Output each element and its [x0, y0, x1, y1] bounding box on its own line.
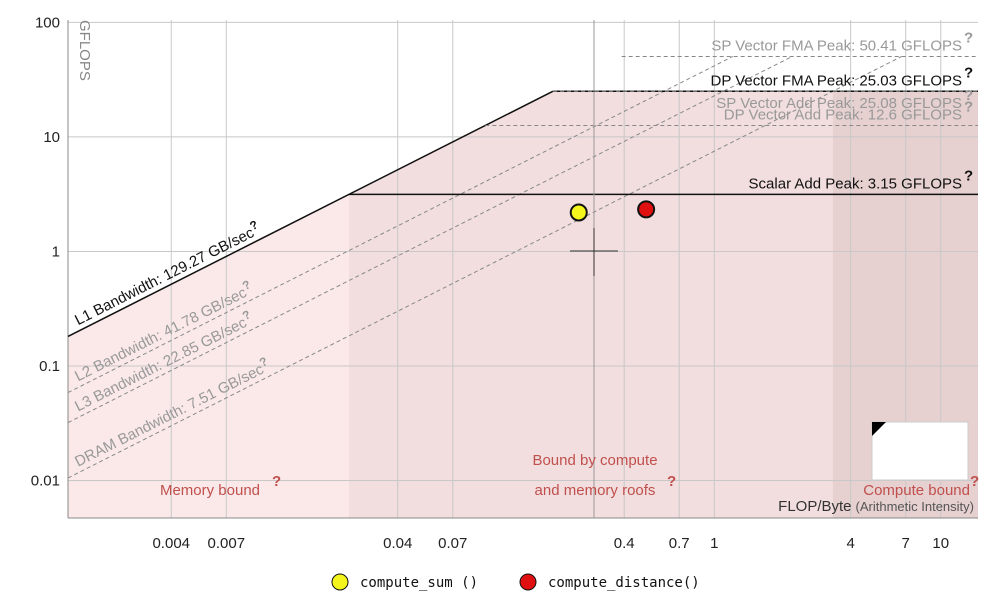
peak-label: DP Vector Add Peak: 12.6 GFLOPS — [724, 106, 962, 123]
grid-layer — [67, 20, 978, 519]
x-tick-label: 0.07 — [438, 535, 467, 552]
x-tick-label: 0.004 — [152, 535, 190, 552]
region-label: and memory roofs — [535, 482, 656, 499]
help-mark[interactable]: ? — [964, 64, 973, 81]
region-label: Memory bound — [160, 482, 260, 499]
x-tick-label: 7 — [902, 535, 910, 552]
legend-label: compute_sum () — [360, 575, 478, 591]
data-point[interactable] — [637, 200, 656, 219]
peak-label: SP Vector FMA Peak: 50.41 GFLOPS — [711, 37, 962, 54]
x-tick-label: 0.007 — [208, 535, 246, 552]
peak-label: Scalar Add Peak: 3.15 GFLOPS — [749, 175, 962, 192]
help-mark[interactable]: ? — [970, 473, 979, 490]
minimap[interactable] — [871, 421, 969, 481]
y-tick-label: 10 — [43, 129, 60, 146]
peak-label: SP Vector Add Peak: 25.08 GFLOPS — [716, 95, 962, 112]
x-tick-label: 0.4 — [614, 535, 635, 552]
x-axis-label-text: FLOP/Byte — [778, 498, 851, 515]
help-mark[interactable]: ? — [667, 473, 676, 490]
help-mark[interactable]: ? — [964, 29, 973, 46]
y-tick-label: 100 — [35, 14, 60, 31]
legend-marker — [519, 573, 537, 591]
bandwidth-roof — [67, 56, 734, 394]
x-tick-label: 10 — [932, 535, 949, 552]
bandwidth-roof — [67, 90, 554, 338]
region-label: Compute bound — [863, 482, 970, 499]
region-label: Bound by compute — [532, 452, 657, 469]
peak-label-text: SP Vector FMA Peak: 50.41 GFLOPS — [711, 37, 962, 54]
bandwidth-roof — [67, 56, 902, 479]
background-layer — [68, 20, 978, 518]
peak-label-text: DP Vector FMA Peak: 25.03 GFLOPS — [710, 72, 962, 89]
x-axis-label-note: (Arithmetic Intensity) — [856, 499, 974, 514]
legend-marker — [331, 573, 349, 591]
peak-label-text: DP Vector Add Peak: 12.6 GFLOPS — [724, 106, 962, 123]
y-axis-label: GFLOPS — [76, 20, 93, 81]
y-tick-label: 0.01 — [31, 472, 60, 489]
y-tick-label: 0.1 — [39, 358, 60, 375]
y-tick-label: 1 — [52, 243, 60, 260]
bandwidth-roof — [67, 56, 793, 424]
x-axis-label: FLOP/Byte (Arithmetic Intensity) — [778, 498, 974, 515]
help-mark[interactable]: ? — [964, 87, 973, 104]
x-tick-label: 0.7 — [669, 535, 690, 552]
peak-label: DP Vector FMA Peak: 25.03 GFLOPS — [710, 72, 962, 89]
x-tick-label: 0.04 — [383, 535, 412, 552]
peak-label-text: SP Vector Add Peak: 25.08 GFLOPS — [716, 95, 962, 112]
above-roof — [68, 20, 978, 337]
peak-label-text: Scalar Add Peak: 3.15 GFLOPS — [749, 175, 962, 192]
data-point[interactable] — [569, 203, 588, 222]
help-mark[interactable]: ? — [964, 98, 973, 115]
help-mark[interactable]: ? — [272, 473, 281, 490]
x-tick-label: 1 — [710, 535, 718, 552]
roof-layer — [67, 55, 978, 479]
help-mark[interactable]: ? — [964, 167, 973, 184]
minimap-corner — [872, 422, 886, 436]
legend-label: compute_distance() — [548, 575, 700, 591]
x-tick-label: 4 — [846, 535, 854, 552]
